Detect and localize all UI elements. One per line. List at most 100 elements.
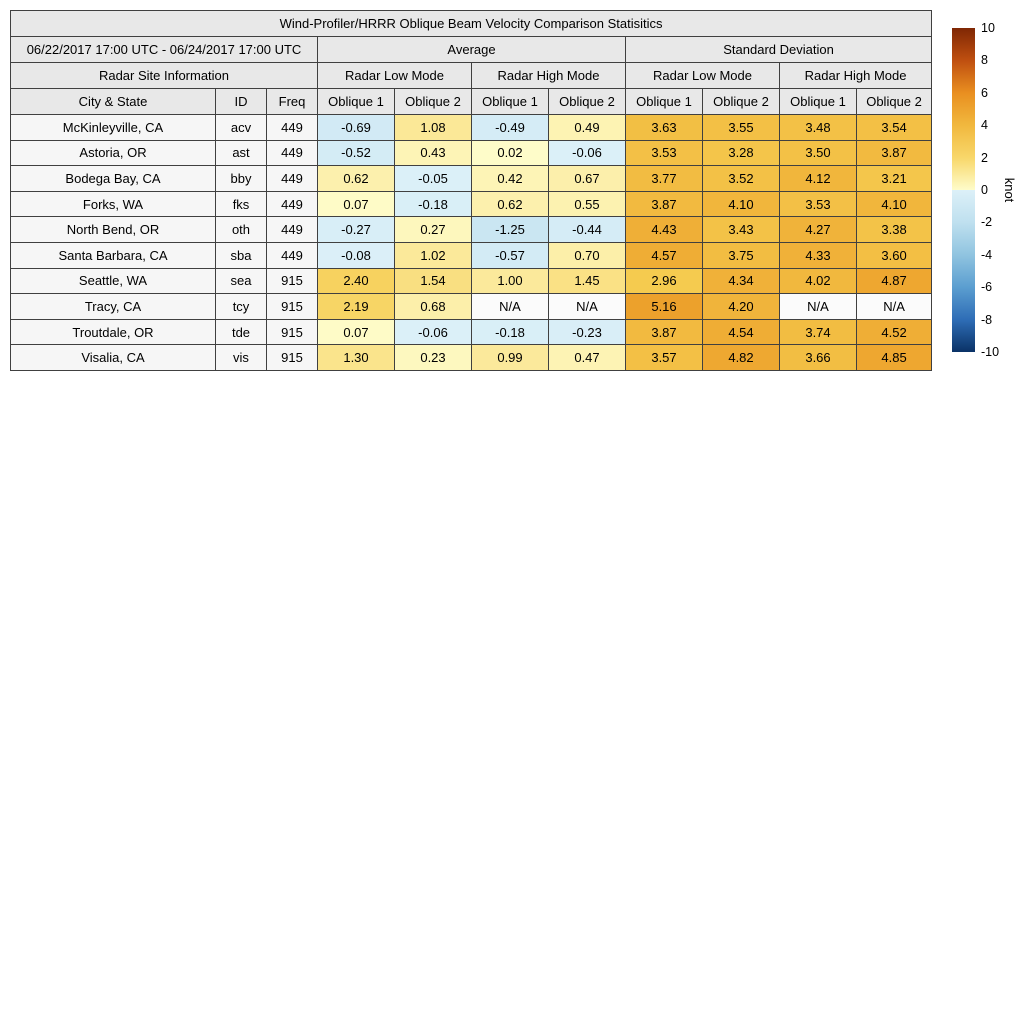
freq-cell: 915 xyxy=(266,318,318,346)
value-cell: 3.53 xyxy=(625,139,703,167)
freq-cell: 915 xyxy=(266,344,318,371)
value-cell: 0.43 xyxy=(394,139,472,167)
value-cell: 2.19 xyxy=(317,293,395,320)
value-cell: 0.07 xyxy=(317,190,395,218)
value-cell: 4.10 xyxy=(855,190,933,218)
oblique1-header: Oblique 1 xyxy=(625,88,703,115)
std-low-mode-header: Radar Low Mode xyxy=(625,62,780,89)
oblique1-header: Oblique 1 xyxy=(471,88,549,115)
value-cell: 3.53 xyxy=(779,190,857,218)
oblique2-header: Oblique 2 xyxy=(548,88,626,115)
colorbar-tick-label: -4 xyxy=(981,247,993,262)
freq-cell: 449 xyxy=(266,241,318,269)
value-cell: 1.45 xyxy=(548,267,626,295)
table-row: Forks, WA fks 449 0.07 -0.18 0.62 0.55 3… xyxy=(10,190,933,218)
colorbar-tick-label: -6 xyxy=(981,279,993,294)
value-cell: 4.02 xyxy=(779,267,857,295)
avg-low-mode-header: Radar Low Mode xyxy=(317,62,472,89)
value-cell: 5.16 xyxy=(625,293,703,320)
value-cell: 0.67 xyxy=(548,165,626,192)
avg-high-mode-header: Radar High Mode xyxy=(471,62,626,89)
group-header-row: 06/22/2017 17:00 UTC - 06/24/2017 17:00 … xyxy=(10,36,933,63)
colorbar-tick-label: 6 xyxy=(981,85,988,100)
value-cell: 0.62 xyxy=(317,165,395,192)
oblique1-header: Oblique 1 xyxy=(317,88,395,115)
value-cell: -0.18 xyxy=(471,318,549,346)
table-row: McKinleyville, CA acv 449 -0.69 1.08 -0.… xyxy=(10,114,933,141)
colorbar-tick-label: -8 xyxy=(981,312,993,327)
value-cell: 4.57 xyxy=(625,241,703,269)
table-row: Tracy, CA tcy 915 2.19 0.68 N/A N/A 5.16… xyxy=(10,293,933,320)
value-cell: N/A xyxy=(548,293,626,320)
value-cell: 1.30 xyxy=(317,344,395,371)
value-cell: 0.23 xyxy=(394,344,472,371)
value-cell: -0.23 xyxy=(548,318,626,346)
city-cell: Bodega Bay, CA xyxy=(10,165,216,192)
value-cell: 3.87 xyxy=(625,318,703,346)
city-cell: Visalia, CA xyxy=(10,344,216,371)
value-cell: -0.06 xyxy=(548,139,626,167)
freq-cell: 449 xyxy=(266,165,318,192)
site-id-cell: bby xyxy=(215,165,267,192)
value-cell: -0.69 xyxy=(317,114,395,141)
value-cell: 0.55 xyxy=(548,190,626,218)
value-cell: 3.54 xyxy=(855,114,933,141)
value-cell: 0.02 xyxy=(471,139,549,167)
value-cell: 3.43 xyxy=(702,216,780,243)
table-row: Seattle, WA sea 915 2.40 1.54 1.00 1.45 … xyxy=(10,267,933,295)
site-id-cell: sea xyxy=(215,267,267,295)
value-cell: 1.00 xyxy=(471,267,549,295)
colorbar-tick-label: 2 xyxy=(981,150,988,165)
colorbar-tick-label: -10 xyxy=(981,344,1000,359)
value-cell: 4.20 xyxy=(702,293,780,320)
value-cell: -0.18 xyxy=(394,190,472,218)
value-cell: -1.25 xyxy=(471,216,549,243)
city-cell: North Bend, OR xyxy=(10,216,216,243)
id-header: ID xyxy=(215,88,267,115)
value-cell: 3.50 xyxy=(779,139,857,167)
site-id-cell: sba xyxy=(215,241,267,269)
value-cell: 3.66 xyxy=(779,344,857,371)
freq-cell: 449 xyxy=(266,190,318,218)
site-id-cell: tcy xyxy=(215,293,267,320)
value-cell: 3.60 xyxy=(855,241,933,269)
value-cell: 0.62 xyxy=(471,190,549,218)
site-id-cell: ast xyxy=(215,139,267,167)
value-cell: -0.05 xyxy=(394,165,472,192)
mode-header-row: Radar Site Information Radar Low Mode Ra… xyxy=(10,62,933,89)
value-cell: -0.08 xyxy=(317,241,395,269)
value-cell: 3.77 xyxy=(625,165,703,192)
city-cell: Santa Barbara, CA xyxy=(10,241,216,269)
colorbar-tick-label: 0 xyxy=(981,182,988,197)
value-cell: N/A xyxy=(855,293,933,320)
freq-cell: 449 xyxy=(266,139,318,167)
oblique2-header: Oblique 2 xyxy=(394,88,472,115)
colorbar-tick-label: 8 xyxy=(981,53,988,68)
value-cell: 4.10 xyxy=(702,190,780,218)
value-cell: 1.08 xyxy=(394,114,472,141)
value-cell: 4.33 xyxy=(779,241,857,269)
value-cell: 0.47 xyxy=(548,344,626,371)
value-cell: N/A xyxy=(471,293,549,320)
colorbar-gradient xyxy=(952,28,975,352)
table-row: Santa Barbara, CA sba 449 -0.08 1.02 -0.… xyxy=(10,241,933,269)
value-cell: 3.57 xyxy=(625,344,703,371)
value-cell: 4.85 xyxy=(855,344,933,371)
value-cell: 3.74 xyxy=(779,318,857,346)
value-cell: -0.44 xyxy=(548,216,626,243)
city-cell: Astoria, OR xyxy=(10,139,216,167)
site-id-cell: vis xyxy=(215,344,267,371)
value-cell: 1.54 xyxy=(394,267,472,295)
colorbar-tick-label: 4 xyxy=(981,117,988,132)
value-cell: 2.40 xyxy=(317,267,395,295)
city-cell: Forks, WA xyxy=(10,190,216,218)
site-id-cell: acv xyxy=(215,114,267,141)
value-cell: 4.52 xyxy=(855,318,933,346)
value-cell: 3.21 xyxy=(855,165,933,192)
colorbar-tick-label: -2 xyxy=(981,215,993,230)
column-header-row: City & State ID Freq Oblique 1 Oblique 2… xyxy=(10,88,933,115)
table-row: North Bend, OR oth 449 -0.27 0.27 -1.25 … xyxy=(10,216,933,243)
value-cell: 0.42 xyxy=(471,165,549,192)
value-cell: -0.49 xyxy=(471,114,549,141)
value-cell: 3.87 xyxy=(855,139,933,167)
